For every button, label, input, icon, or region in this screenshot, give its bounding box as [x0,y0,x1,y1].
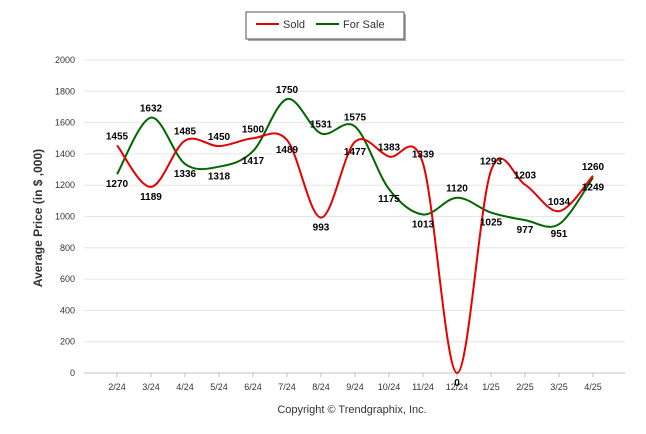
data-label-for-sale: 1632 [140,104,163,115]
data-label-sold: 1339 [412,149,435,160]
data-label-sold: 0 [454,378,460,389]
data-label-sold: 1455 [106,131,129,142]
data-label-sold: 1477 [344,147,367,158]
data-label-for-sale: 1249 [582,183,605,194]
y-tick-label: 600 [60,274,75,284]
series-line-sold [116,132,594,375]
data-label-sold: 1489 [276,145,299,156]
data-label-for-sale: 1270 [106,179,129,190]
legend: Sold For Sale [245,11,406,41]
data-label-for-sale: 1750 [276,85,299,96]
x-axis: 2/24 3/24 4/24 5/24 6/24 7/24 8/24 9/24 10/24 11/… [84,372,625,392]
x-tick-label: 2/25 [516,382,534,392]
y-tick-label: 1800 [55,86,75,96]
x-tick-label: 1/25 [482,382,500,392]
data-label-sold: 1450 [208,132,231,143]
x-tick-label: 4/24 [176,382,194,392]
legend-label-sold: Sold [283,19,305,31]
x-tick-label: 7/24 [278,382,296,392]
data-label-sold: 1260 [582,162,605,173]
x-tick-label: 9/24 [346,382,364,392]
data-label-sold: 1485 [174,127,197,138]
y-tick-label: 0 [70,368,75,378]
data-label-for-sale: 951 [551,229,568,240]
y-axis-title: Average Price (in $ ,000) [31,149,45,287]
data-label-sold: 1383 [378,143,401,154]
data-label-for-sale: 1120 [446,184,468,195]
y-tick-label: 400 [60,305,75,315]
y-tick-label: 1200 [55,180,75,190]
x-tick-label: 11/24 [412,382,434,392]
y-tick-label: 200 [60,337,75,347]
data-label-for-sale: 1336 [174,169,197,180]
data-label-sold: 993 [313,223,330,234]
data-label-sold: 1203 [514,171,537,182]
x-tick-label: 10/24 [378,382,401,392]
y-tick-label: 800 [60,243,75,253]
data-label-sold: 1500 [242,124,265,135]
data-label-for-sale: 1417 [242,156,265,167]
series-line-for-sale [116,98,594,228]
x-tick-label: 6/24 [244,382,262,392]
data-label-sold: 1034 [548,197,571,208]
data-label-for-sale: 1531 [310,119,333,130]
legend-label-for-sale: For Sale [343,19,385,31]
data-label-for-sale: 1318 [208,172,231,183]
data-label-for-sale: 977 [517,225,534,236]
y-tick-label: 2000 [55,55,75,65]
y-tick-label: 1600 [55,118,75,128]
x-tick-label: 3/24 [142,382,160,392]
data-label-sold: 1293 [480,157,503,168]
copyright-footer: Copyright © Trendgraphix, Inc. [277,404,426,416]
data-label-for-sale: 1025 [480,218,503,229]
data-label-sold: 1189 [140,192,162,203]
data-label-for-sale: 1175 [378,194,400,205]
y-axis: 0 200 400 600 800 1000 1200 1400 1600 1800 2000 [55,55,75,378]
y-tick-label: 1400 [55,149,75,159]
series [116,98,594,375]
x-tick-label: 8/24 [312,382,330,392]
x-tick-label: 5/24 [210,382,228,392]
x-tick-label: 12/24 [446,382,469,392]
x-tick-label: 2/24 [108,382,126,392]
y-tick-label: 1000 [55,212,75,222]
x-tick-label: 3/25 [550,382,568,392]
data-labels: 1455 1189 1485 1450 1500 1489 993 1477 1383 1339 0… [106,85,605,389]
data-label-for-sale: 1013 [412,219,435,230]
data-label-for-sale: 1575 [344,113,367,124]
x-tick-label: 4/25 [584,382,602,392]
grid [84,59,625,374]
